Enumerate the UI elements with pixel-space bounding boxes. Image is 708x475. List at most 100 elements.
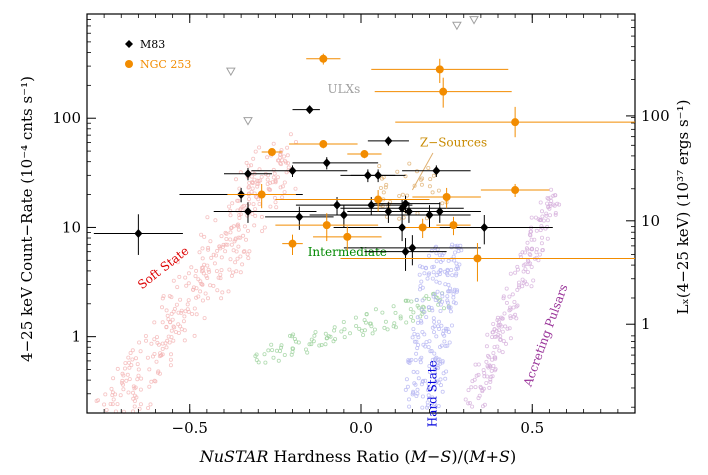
background-point xyxy=(420,379,425,384)
background-point xyxy=(425,403,430,408)
background-point xyxy=(492,327,497,332)
background-point xyxy=(405,298,410,303)
background-point xyxy=(191,287,196,292)
background-point xyxy=(404,320,409,325)
plot-frame xyxy=(86,13,636,414)
background-point xyxy=(372,327,377,332)
background-point xyxy=(177,274,182,279)
background-point xyxy=(149,341,154,346)
background-point xyxy=(430,190,435,195)
ngc253-point xyxy=(288,239,297,248)
x-axis-label-part: S xyxy=(440,447,451,466)
background-point xyxy=(391,304,396,309)
background-point xyxy=(513,270,518,275)
background-point xyxy=(438,308,443,313)
background-point xyxy=(182,314,187,319)
background-point xyxy=(436,326,441,331)
background-point xyxy=(405,193,410,198)
background-point xyxy=(214,269,219,274)
ulx-upper-limit-marker xyxy=(243,117,253,126)
background-point xyxy=(473,385,478,390)
background-point xyxy=(102,402,107,407)
background-point xyxy=(207,269,212,274)
background-point xyxy=(108,401,113,406)
background-point xyxy=(120,371,125,376)
background-point xyxy=(164,324,169,329)
background-point xyxy=(383,185,388,190)
background-point xyxy=(525,247,530,252)
background-point xyxy=(397,216,402,221)
background-point xyxy=(137,340,142,345)
background-point xyxy=(286,165,291,170)
background-point xyxy=(436,365,441,370)
background-point xyxy=(414,351,419,356)
background-point xyxy=(484,344,489,349)
background-point xyxy=(420,405,425,410)
background-point xyxy=(233,177,238,182)
background-point xyxy=(492,355,497,360)
background-point xyxy=(254,357,259,362)
background-point xyxy=(527,232,532,237)
background-point xyxy=(240,204,245,209)
background-point xyxy=(433,356,438,361)
background-point xyxy=(452,287,457,292)
ulx-upper-limit-marker xyxy=(469,16,479,25)
background-point xyxy=(190,311,195,316)
background-point xyxy=(254,352,259,357)
background-point xyxy=(413,358,418,363)
background-point xyxy=(520,250,525,255)
background-point xyxy=(545,218,550,223)
background-point xyxy=(476,362,481,367)
background-point xyxy=(417,272,422,277)
background-point xyxy=(228,257,233,262)
background-point xyxy=(121,387,126,392)
background-point xyxy=(246,256,251,261)
background-point xyxy=(249,189,254,194)
background-point xyxy=(133,356,138,361)
x-axis-label-part: )/( xyxy=(451,447,469,466)
background-point xyxy=(407,161,412,166)
background-point xyxy=(274,348,279,353)
background-point xyxy=(231,248,236,253)
background-point xyxy=(446,282,451,287)
background-point xyxy=(134,395,139,400)
background-point xyxy=(154,335,159,340)
background-point xyxy=(517,283,522,288)
background-point xyxy=(238,235,243,240)
legend: M83 NGC 253 xyxy=(125,38,191,71)
background-point xyxy=(118,393,123,398)
background-point xyxy=(246,184,251,189)
background-point xyxy=(152,337,157,342)
background-point xyxy=(208,239,213,244)
background-point xyxy=(290,346,295,351)
background-point xyxy=(285,145,290,150)
background-point xyxy=(507,294,512,299)
background-point xyxy=(96,398,101,403)
background-point xyxy=(439,343,444,348)
ulx-upper-limit-marker xyxy=(452,21,462,31)
background-point xyxy=(200,246,205,251)
background-point xyxy=(448,305,453,310)
background-point xyxy=(260,229,265,234)
background-point xyxy=(288,132,293,137)
background-point xyxy=(160,296,165,301)
background-point xyxy=(283,159,288,164)
background-point xyxy=(215,248,220,253)
background-point xyxy=(317,343,322,348)
background-point xyxy=(508,271,513,276)
background-point xyxy=(219,234,224,239)
background-point xyxy=(217,244,222,249)
background-point xyxy=(534,247,539,252)
background-point xyxy=(235,223,240,228)
background-point xyxy=(391,324,396,329)
background-point xyxy=(147,384,152,389)
background-point xyxy=(439,291,444,296)
background-point xyxy=(237,212,242,217)
background-point xyxy=(193,274,198,279)
background-point xyxy=(278,162,283,167)
background-point xyxy=(132,398,137,403)
background-point xyxy=(364,311,369,316)
background-point xyxy=(216,275,221,280)
background-point xyxy=(426,393,431,398)
background-point xyxy=(271,167,276,172)
